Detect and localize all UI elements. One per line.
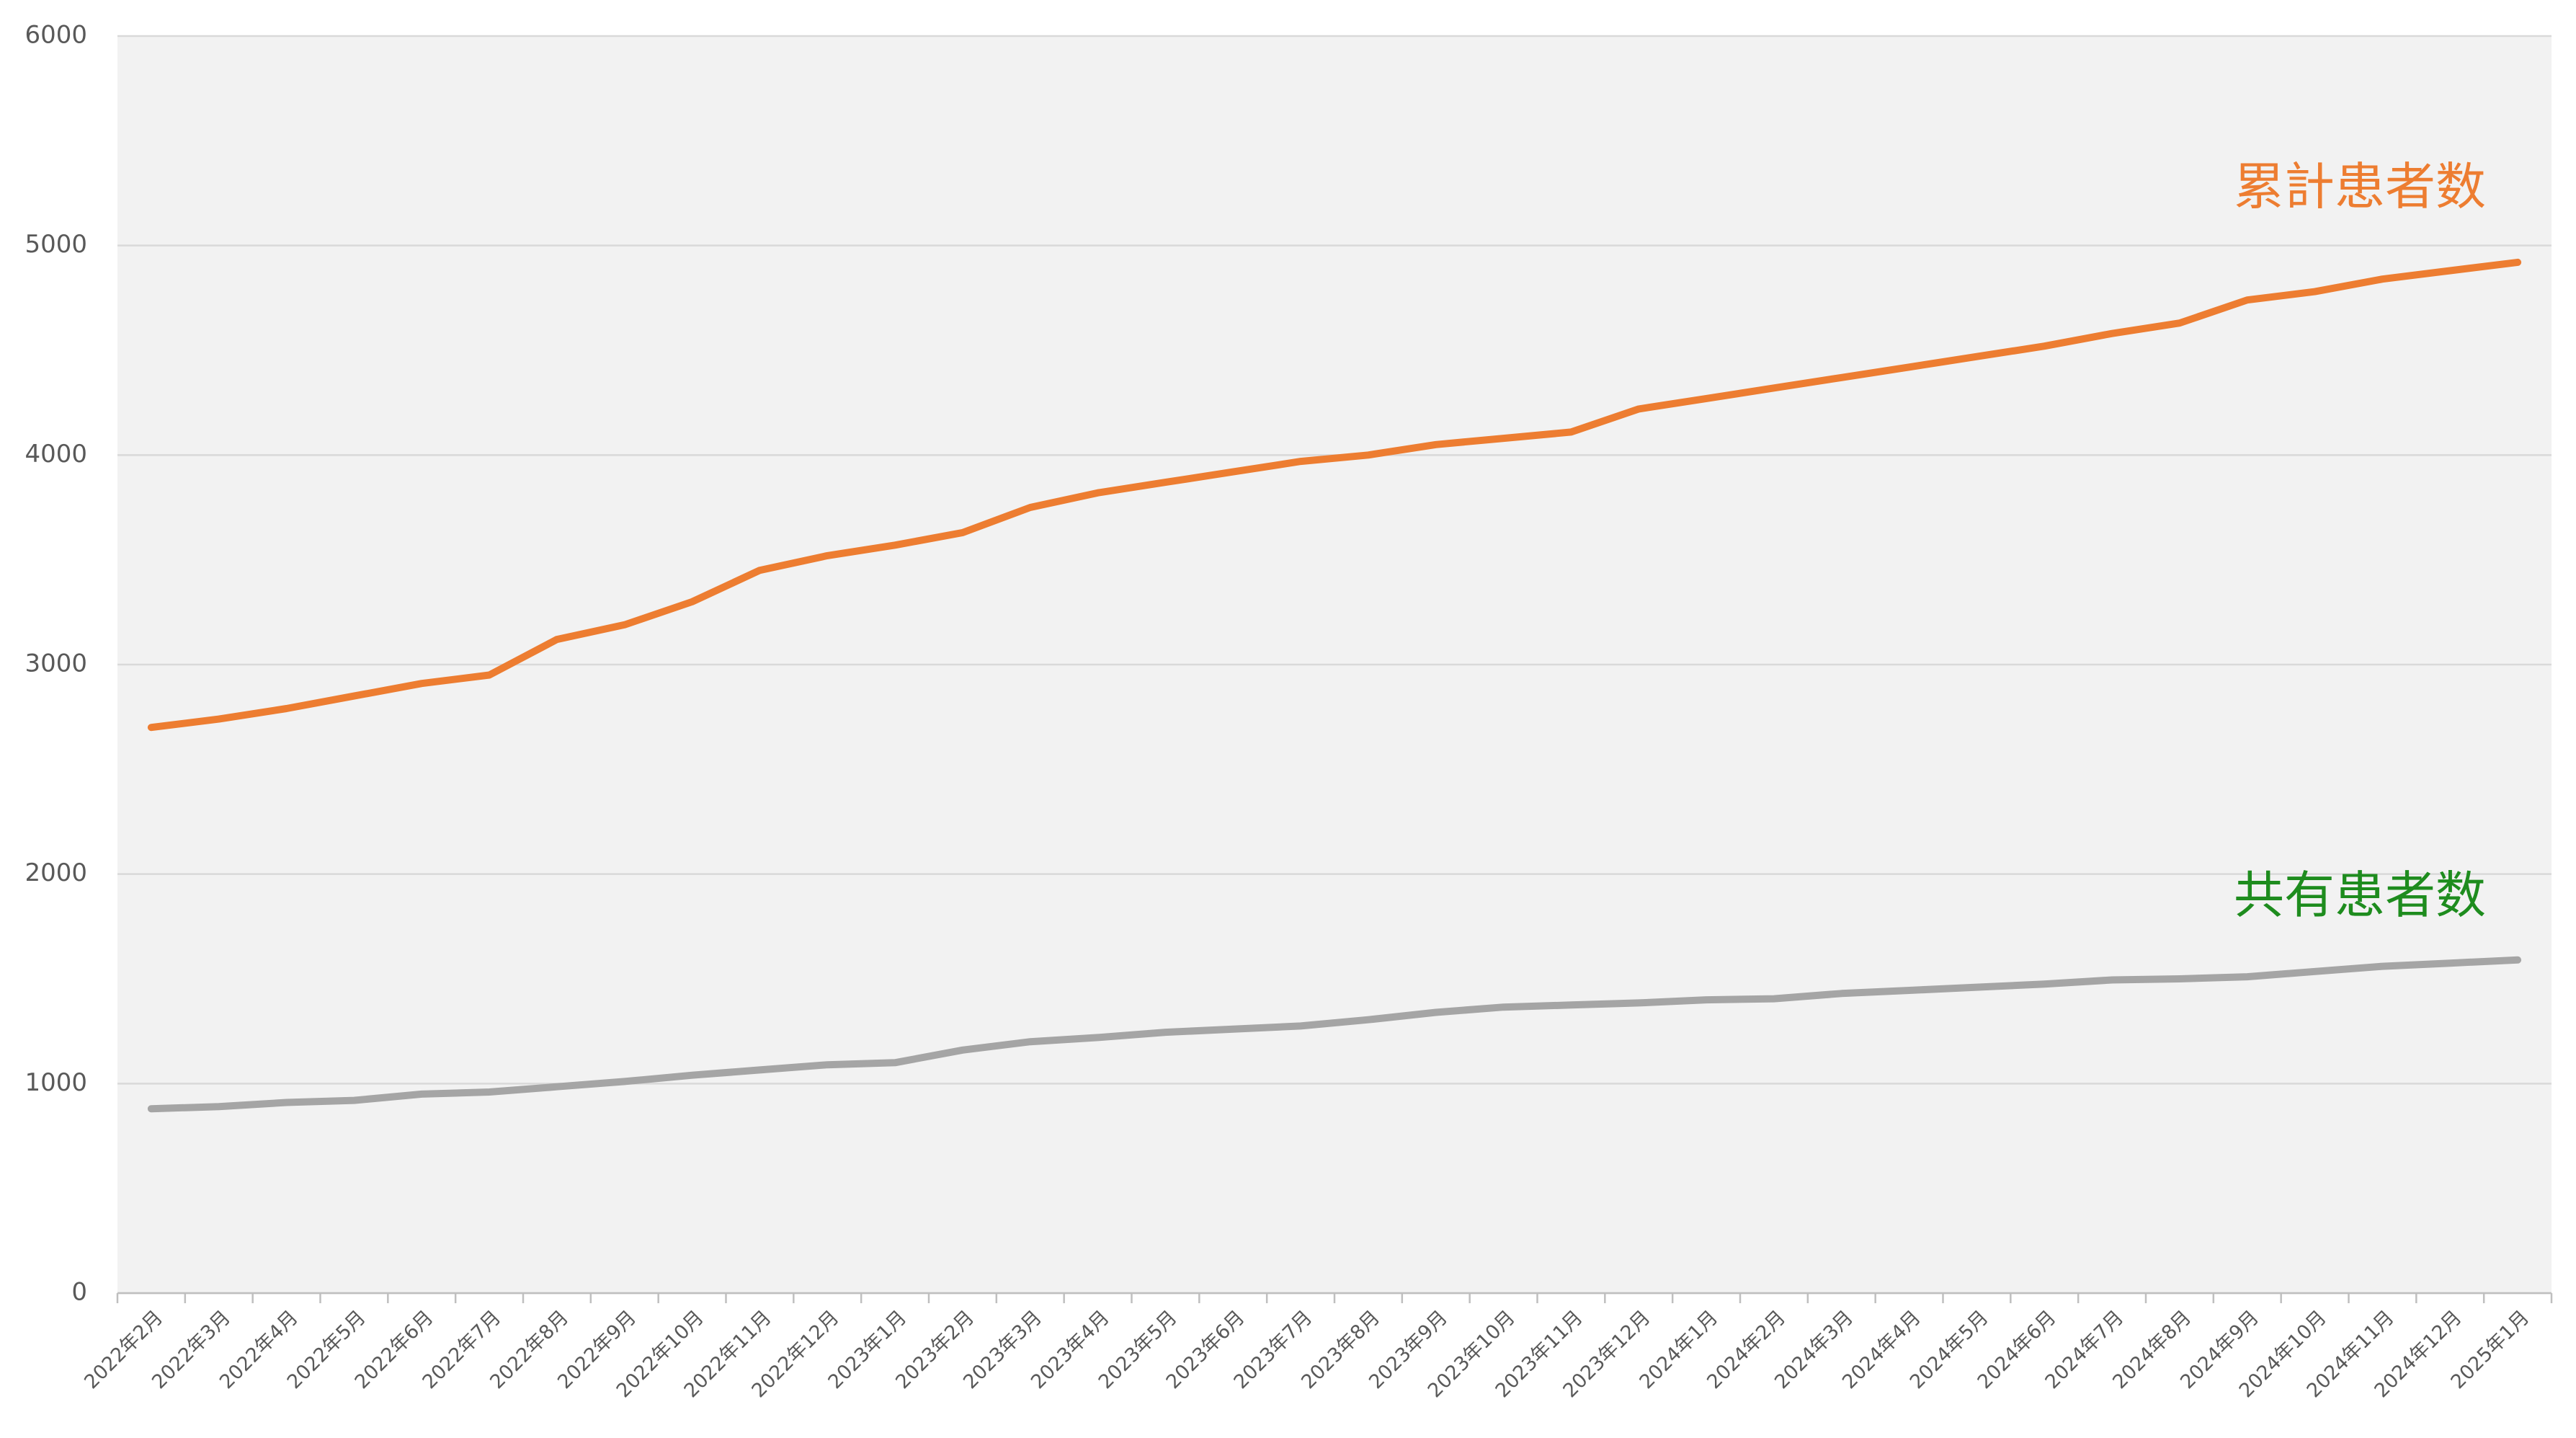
y-tick-label: 3000 — [24, 649, 87, 678]
y-tick-label: 5000 — [24, 230, 87, 259]
y-tick-label: 4000 — [24, 440, 87, 469]
y-tick-label: 2000 — [24, 858, 87, 887]
series-label: 累計患者数 — [2234, 157, 2486, 216]
series-line — [147, 258, 2522, 732]
y-tick-label: 0 — [71, 1278, 87, 1307]
series-label: 共有患者数 — [2234, 866, 2486, 925]
y-tick-label: 6000 — [24, 21, 87, 50]
y-tick-label: 1000 — [24, 1068, 87, 1097]
series-line — [147, 956, 2522, 1113]
